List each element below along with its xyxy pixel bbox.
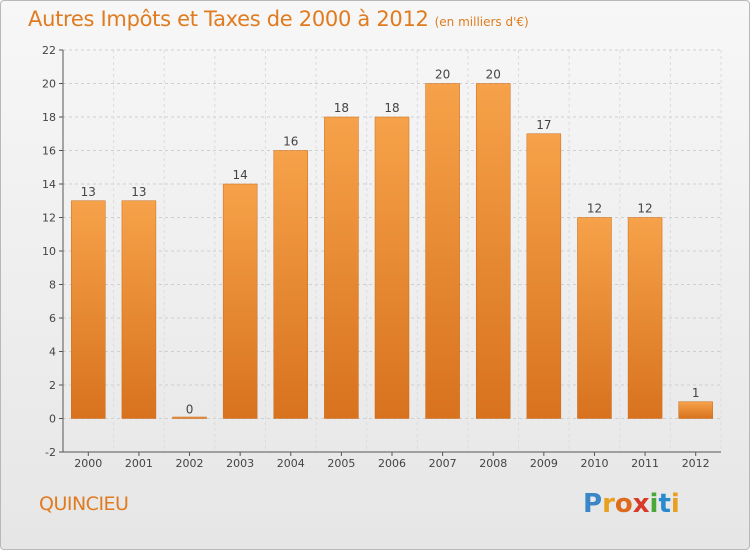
data-label: 12 <box>587 202 602 216</box>
y-tick-label: 4 <box>49 346 56 359</box>
x-tick-label: 2009 <box>530 457 558 470</box>
bar-2000 <box>71 200 106 419</box>
y-tick-label: 10 <box>42 245 56 258</box>
bar-2008 <box>475 83 511 419</box>
bar-2009 <box>526 133 562 419</box>
x-tick-labels: 2000 2001 2002 2003 2004 2005 2006 2007 2008 2009… <box>74 457 709 470</box>
x-tick-label: 2012 <box>682 457 710 470</box>
logo-letter: r <box>602 489 615 519</box>
logo-letter: P <box>583 489 603 519</box>
data-label: 20 <box>435 68 450 82</box>
x-tick-label: 2002 <box>176 457 204 470</box>
bar-2004 <box>273 150 309 419</box>
data-label: 16 <box>283 135 298 149</box>
data-label: 12 <box>637 202 652 216</box>
x-tick-label: 2005 <box>327 457 355 470</box>
data-label: 14 <box>233 168 248 182</box>
bar-2012 <box>678 401 713 419</box>
y-tick-label: 2 <box>49 379 56 392</box>
bar-2006 <box>374 116 410 419</box>
y-tick-label: 20 <box>42 78 56 91</box>
data-label: 20 <box>486 68 501 82</box>
proxiti-logo: Proxiti <box>583 489 680 519</box>
data-label: 1 <box>692 386 700 400</box>
x-tick-label: 2006 <box>378 457 406 470</box>
y-tick-label: 12 <box>42 212 56 225</box>
bar-2005 <box>324 116 359 419</box>
x-tick-label: 2001 <box>125 457 153 470</box>
y-tick-label: 22 <box>42 44 56 57</box>
y-tick-label: 18 <box>42 111 56 124</box>
x-tick-label: 2000 <box>74 457 102 470</box>
x-tick-label: 2004 <box>277 457 305 470</box>
y-tick-label: 16 <box>42 145 56 158</box>
x-tick-label: 2007 <box>429 457 457 470</box>
data-label: 0 <box>186 403 194 417</box>
chart-subtitle: (en milliers d'€) <box>434 15 529 29</box>
y-tick-label: 8 <box>49 279 56 292</box>
logo-letter: x <box>632 489 650 519</box>
y-tick-label: 0 <box>49 413 56 426</box>
chart-title: Autres Impôts et Taxes de 2000 à 2012 (en… <box>28 7 529 31</box>
x-tick-label: 2008 <box>479 457 507 470</box>
bar-2002 <box>172 416 207 419</box>
bar-2010 <box>577 217 612 419</box>
y-tick-label: 6 <box>49 312 56 325</box>
data-label: 13 <box>81 185 96 199</box>
axes <box>59 49 721 456</box>
data-label: 13 <box>131 185 146 199</box>
commune-name: QUINCIEU <box>39 493 129 515</box>
bar-2011 <box>627 217 663 419</box>
x-tick-label: 2011 <box>631 457 659 470</box>
y-tick-labels: -2 0 2 4 6 8 10 12 14 16 18 20 22 <box>42 44 56 459</box>
x-tick-label: 2010 <box>580 457 608 470</box>
chart-title-text: Autres Impôts et Taxes de 2000 à 2012 <box>28 7 429 31</box>
bar-2007 <box>425 83 460 419</box>
data-label: 18 <box>384 101 399 115</box>
data-label: 17 <box>536 118 551 132</box>
y-tick-label: 14 <box>42 178 56 191</box>
logo-letter: i <box>670 489 680 519</box>
data-label: 18 <box>334 101 349 115</box>
logo-letter: t <box>658 489 671 519</box>
x-tick-label: 2003 <box>226 457 254 470</box>
bars <box>71 83 713 419</box>
y-tick-label: -2 <box>45 446 56 459</box>
bar-2003 <box>222 183 258 419</box>
logo-letter: o <box>614 489 633 519</box>
data-labels: 13 13 0 14 16 18 18 20 20 17 12 12 1 <box>81 68 700 417</box>
logo-letter: i <box>649 489 659 519</box>
bar-2001 <box>121 200 157 419</box>
